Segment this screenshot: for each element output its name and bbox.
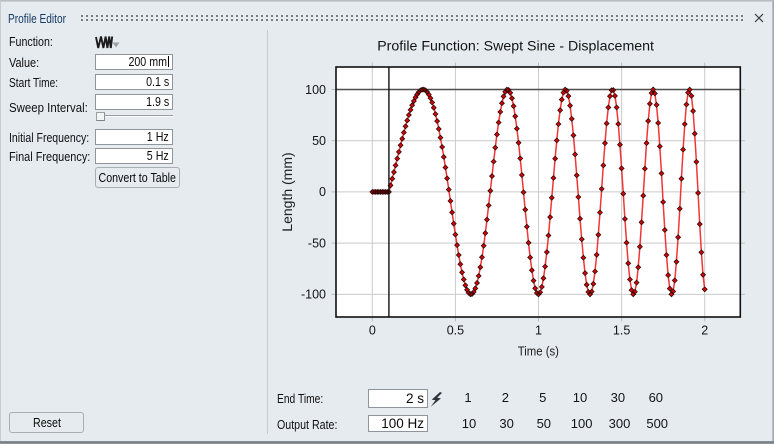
svg-text:Length (mm): Length (mm): [279, 152, 295, 231]
svg-text:-100: -100: [301, 288, 326, 302]
svg-text:1.5: 1.5: [613, 324, 630, 338]
svg-text:50: 50: [312, 134, 326, 148]
svg-text:0.5: 0.5: [447, 324, 464, 338]
svg-text:1: 1: [535, 324, 542, 338]
svg-text:Profile Function: Swept Sine -: Profile Function: Swept Sine - Displacem…: [377, 39, 654, 55]
svg-text:0: 0: [319, 185, 326, 199]
svg-text:2: 2: [701, 324, 708, 338]
svg-text:0: 0: [369, 324, 376, 338]
svg-text:Time (s): Time (s): [518, 344, 559, 359]
svg-text:-50: -50: [308, 236, 326, 250]
svg-text:100: 100: [305, 83, 326, 97]
